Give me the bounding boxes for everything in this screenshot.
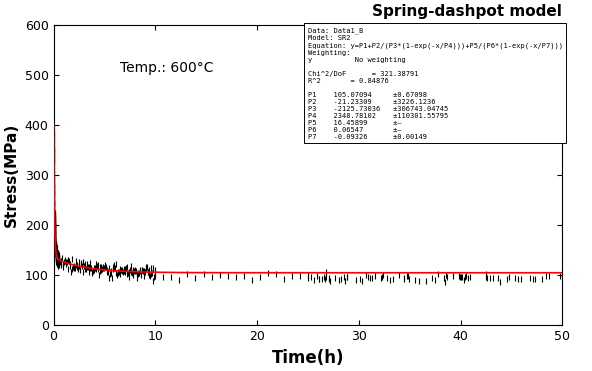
Y-axis label: Stress(MPa): Stress(MPa): [4, 123, 19, 227]
Text: Data: Data1_B
Model: SR2
Equation: y=P1+P2/(P3*(1-exp(-x/P4)))+P5/(P6*(1-exp(-x/: Data: Data1_B Model: SR2 Equation: y=P1+…: [308, 27, 563, 139]
Text: Temp.: 600°C: Temp.: 600°C: [120, 60, 213, 75]
X-axis label: Time(h): Time(h): [272, 349, 344, 367]
Text: Spring-dashpot model: Spring-dashpot model: [372, 4, 562, 19]
